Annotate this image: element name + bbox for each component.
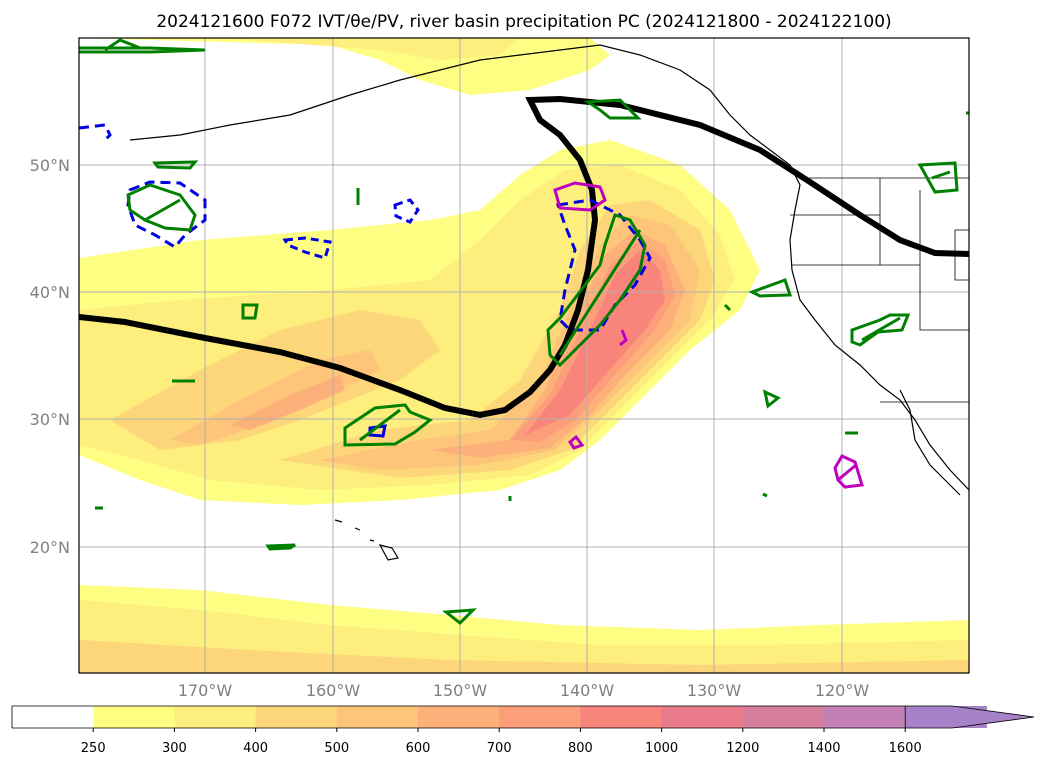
lon-label-120w: 120°W: [815, 681, 870, 700]
colorbar-extend-arrow: [904, 705, 1035, 729]
lon-label-140w: 140°W: [560, 681, 615, 700]
lon-label-160w: 160°W: [306, 681, 361, 700]
hawaii-islands: [334, 519, 375, 542]
theta-e-contour-3: [393, 198, 420, 224]
colorbar-segment: [661, 706, 744, 728]
colorbar-tick-label: 400: [243, 741, 268, 756]
coastlines: [129, 44, 969, 561]
ar-shade-400-west: [110, 310, 440, 450]
colorbar-tick-label: 1000: [645, 741, 678, 756]
colorbar-segment: [336, 706, 419, 728]
magenta-contours: [553, 181, 864, 489]
lat-label-20: 20°N: [30, 538, 70, 557]
lat-label-40: 40°N: [30, 283, 70, 302]
colorbar-segment: [418, 706, 500, 728]
colorbar-segment: [93, 706, 175, 728]
state-border-id: [879, 178, 921, 265]
graticule: [79, 38, 969, 673]
colorbar-segment: [174, 706, 257, 728]
colorbar-segment: [824, 706, 906, 728]
theta-e-contour-4: [282, 236, 332, 260]
alaska-peninsula: [129, 49, 561, 141]
lon-label-130w: 130°W: [687, 681, 742, 700]
lat-label-50: 50°N: [30, 156, 70, 175]
lon-label-150w: 150°W: [433, 681, 488, 700]
ivt-shading: [79, 38, 969, 673]
state-border-ca: [792, 264, 969, 331]
north-america-coast: [559, 44, 969, 491]
figure-title: 2024121600 F072 IVT/θe/PV, river basin p…: [156, 12, 891, 32]
colorbar-tick-label: 300: [162, 741, 187, 756]
baja-california: [899, 389, 961, 496]
boundaries: [790, 177, 969, 403]
ivt-band-south-core: [79, 640, 969, 673]
map-frame: [78, 37, 970, 674]
colorbar: 250 300 400 500 600 700 800 1000 1200 1400 1600: [11, 705, 1035, 756]
ivt-band-north-inner: [220, 38, 520, 60]
colorbar-tick-label: 1600: [889, 741, 922, 756]
colorbar-segment: [499, 706, 581, 728]
contours: [79, 38, 969, 626]
ar-shade-600-west: [230, 375, 345, 430]
hawaii: [378, 544, 399, 561]
theta-e-contour-1: [126, 180, 207, 249]
lat-label-30: 30°N: [30, 410, 70, 429]
pv-contour: [79, 95, 969, 419]
ar-shade-800: [525, 250, 665, 435]
lon-label-170w: 170°W: [178, 681, 233, 700]
colorbar-tick-label: 1400: [807, 741, 840, 756]
colorbar-frame: [11, 705, 906, 729]
colorbar-tick-label: 1200: [726, 741, 759, 756]
colorbar-segment: [255, 706, 338, 728]
map-panel: [78, 37, 970, 674]
theta-e-contour-2: [79, 123, 112, 142]
latitude-labels: 50°N 40°N 30°N 20°N: [30, 156, 70, 557]
colorbar-tick-label: 500: [324, 741, 349, 756]
colorbar-tick-label: 250: [81, 741, 106, 756]
colorbar-segment: [742, 706, 825, 728]
colorbar-tick-label: 600: [406, 741, 431, 756]
colorbar-segment: [12, 706, 94, 728]
state-border-ut: [954, 229, 969, 281]
colorbar-segment: [580, 706, 663, 728]
longitude-labels: 170°W 160°W 150°W 140°W 130°W 120°W: [178, 681, 870, 700]
green-contours: [79, 38, 969, 626]
colorbar-tick-label: 800: [568, 741, 593, 756]
ar-shade-500-west: [170, 350, 380, 445]
colorbar-tick-label: 700: [487, 741, 512, 756]
